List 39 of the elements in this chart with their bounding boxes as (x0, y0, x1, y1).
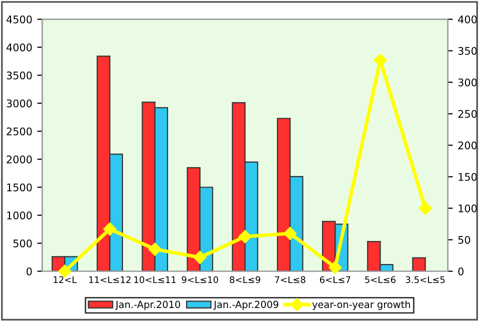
y2-tick-label: 50 (458, 236, 470, 244)
y2-tick-label: 0 (458, 267, 464, 276)
y-tick-label: 500 (13, 239, 32, 248)
y2-tick-label: 250 (458, 110, 477, 118)
legend-label: year-on-year growth (312, 300, 410, 310)
legend-label: Jan.-Apr.2010 (115, 300, 180, 310)
y-tick-label: 2000 (6, 155, 32, 164)
y-tick-label: 3000 (6, 99, 32, 108)
y-tick-label: 4500 (6, 15, 32, 24)
y2-tick-label: 350 (458, 46, 477, 55)
point (193, 250, 207, 264)
x-tick-label: 10<L≤11 (134, 276, 176, 284)
x-tick-label: 12<L (54, 276, 77, 283)
y-tick-label: 4000 (6, 43, 32, 52)
point (238, 230, 252, 244)
y2-tick-label: 150 (458, 172, 477, 181)
point (418, 202, 432, 215)
point (284, 226, 297, 240)
point (148, 242, 162, 256)
x-tick-label: 5<L≤6 (365, 276, 396, 284)
y-tick-label: 1500 (7, 183, 32, 192)
x-tick-label: 11<L≤12 (89, 276, 130, 283)
y-tick-label: 2500 (6, 127, 32, 136)
y2-tick-label: 400 (458, 15, 477, 24)
y2-tick-label: 300 (458, 78, 477, 86)
legend-label: Jan.-Apr.2009 (213, 300, 278, 310)
y-tick-label: 1000 (7, 211, 32, 220)
point (328, 260, 342, 274)
y-tick-label: 0 (26, 267, 32, 276)
y2-tick-label: 200 (458, 141, 477, 150)
y2-tick-label: 100 (458, 204, 477, 212)
x-tick-label: 6<L≤7 (320, 276, 350, 284)
point (103, 222, 116, 236)
x-tick-label: 8<L≤9 (230, 276, 260, 284)
x-tick-label: 9<L≤10 (182, 276, 218, 284)
x-tick-label: 7<L≤8 (275, 276, 306, 284)
x-tick-label: 3.5<L≤5 (406, 276, 445, 284)
y-tick-label: 3500 (6, 71, 32, 80)
bar (412, 257, 426, 272)
